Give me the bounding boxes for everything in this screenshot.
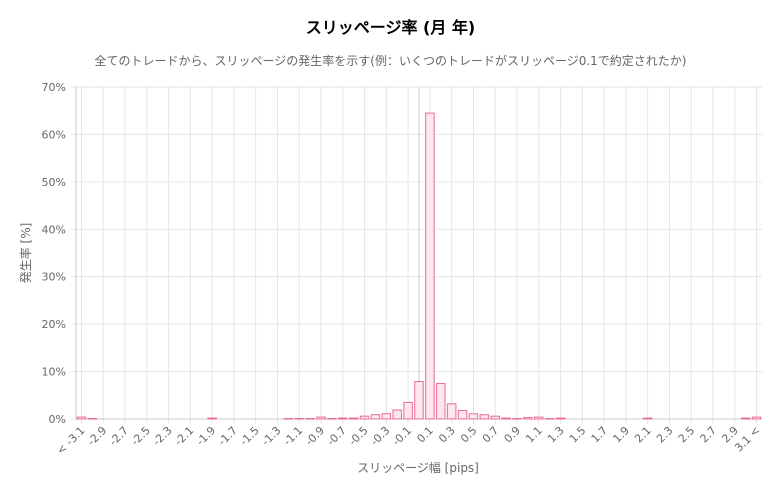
x-tick-label: 2.3 [654, 424, 676, 446]
bar[interactable] [305, 418, 315, 420]
bar[interactable] [740, 417, 751, 420]
x-tick-label: -2.1 [172, 424, 196, 448]
y-axis-label: 発生率 [%] [18, 223, 33, 284]
bar[interactable] [490, 415, 500, 420]
x-tick-label: 0.1 [414, 424, 436, 446]
bar[interactable] [414, 381, 424, 420]
bar[interactable] [523, 417, 533, 420]
bar[interactable] [642, 417, 653, 420]
bar[interactable] [348, 417, 359, 420]
chart-subtitle: 全てのトレードから、スリッページの発生率を示す(例：いくつのトレードがスリッペー… [94, 54, 687, 68]
chart-title: スリッページ率 (月 年) [305, 18, 476, 37]
x-tick-label: -1.3 [259, 424, 283, 448]
x-tick-label: 1.9 [610, 424, 632, 446]
x-tick-label: 2.5 [676, 424, 698, 446]
bar[interactable] [544, 418, 555, 420]
bar[interactable] [294, 418, 304, 420]
x-tick-label: -2.5 [129, 424, 153, 448]
y-tick-label: 20% [42, 318, 66, 331]
bar[interactable] [207, 417, 217, 420]
bar[interactable] [457, 409, 468, 420]
y-tick-label: 70% [42, 81, 66, 94]
bar[interactable] [392, 409, 402, 420]
x-axis-label: スリッページ幅 [pips] [357, 460, 479, 475]
bar[interactable] [468, 413, 479, 420]
x-tick-label: 1.5 [567, 424, 589, 446]
x-tick-label: -0.3 [368, 424, 392, 448]
y-tick-label: 40% [42, 223, 66, 236]
bar[interactable] [512, 418, 522, 420]
bar[interactable] [425, 112, 435, 420]
bar[interactable] [87, 418, 98, 420]
x-tick-label: -1.9 [194, 424, 218, 448]
bar[interactable] [501, 417, 511, 420]
bar[interactable] [751, 416, 762, 420]
y-tick-labels: 0% 10% 20% 30% 40% 50% 60% 70% [42, 81, 66, 426]
y-tick-label: 50% [42, 176, 66, 189]
x-tick-labels: < -3.1-2.9-2.7-2.5-2.3-2.1-1.9-1.7-1.5-1… [54, 424, 762, 457]
x-tick-label: -2.9 [85, 424, 109, 448]
bar[interactable] [555, 417, 566, 420]
x-tick-label: -1.7 [216, 424, 240, 448]
bars [76, 112, 762, 420]
bar[interactable] [381, 413, 392, 420]
y-tick-label: 0% [49, 413, 66, 426]
bar[interactable] [76, 416, 87, 420]
x-tick-label: -1.1 [281, 424, 305, 448]
bar[interactable] [534, 416, 544, 420]
x-tick-label: 3.1 < [732, 424, 763, 455]
x-tick-label: 0.7 [480, 424, 502, 446]
x-tick-label: 0.9 [502, 424, 524, 446]
bar[interactable] [370, 414, 381, 420]
bar[interactable] [359, 415, 370, 420]
y-tick-label: 60% [42, 128, 66, 141]
grid-lines [71, 86, 762, 424]
x-tick-label: -1.5 [237, 424, 261, 448]
x-tick-label: 0.5 [458, 424, 480, 446]
x-tick-label: < -3.1 [54, 424, 87, 457]
x-tick-label: 1.1 [523, 424, 545, 446]
x-tick-label: 1.3 [545, 424, 567, 446]
x-tick-label: -2.3 [150, 424, 174, 448]
bar[interactable] [316, 416, 326, 420]
x-tick-label: -0.7 [325, 424, 349, 448]
bar[interactable] [446, 403, 457, 420]
x-tick-label: 2.1 [632, 424, 654, 446]
x-tick-label: -0.1 [390, 424, 414, 448]
x-tick-label: -2.7 [107, 424, 131, 448]
y-tick-label: 10% [42, 366, 66, 379]
bar[interactable] [338, 417, 348, 420]
bar[interactable] [479, 414, 490, 420]
x-tick-label: -0.5 [346, 424, 370, 448]
bar[interactable] [283, 418, 294, 420]
x-tick-label: 2.7 [698, 424, 720, 446]
bar[interactable] [436, 382, 446, 420]
x-tick-label: -0.9 [303, 424, 327, 448]
y-tick-label: 30% [42, 271, 66, 284]
bar[interactable] [327, 418, 337, 420]
bar[interactable] [403, 401, 413, 420]
x-tick-label: 0.3 [436, 424, 458, 446]
x-tick-label: 1.7 [589, 424, 611, 446]
